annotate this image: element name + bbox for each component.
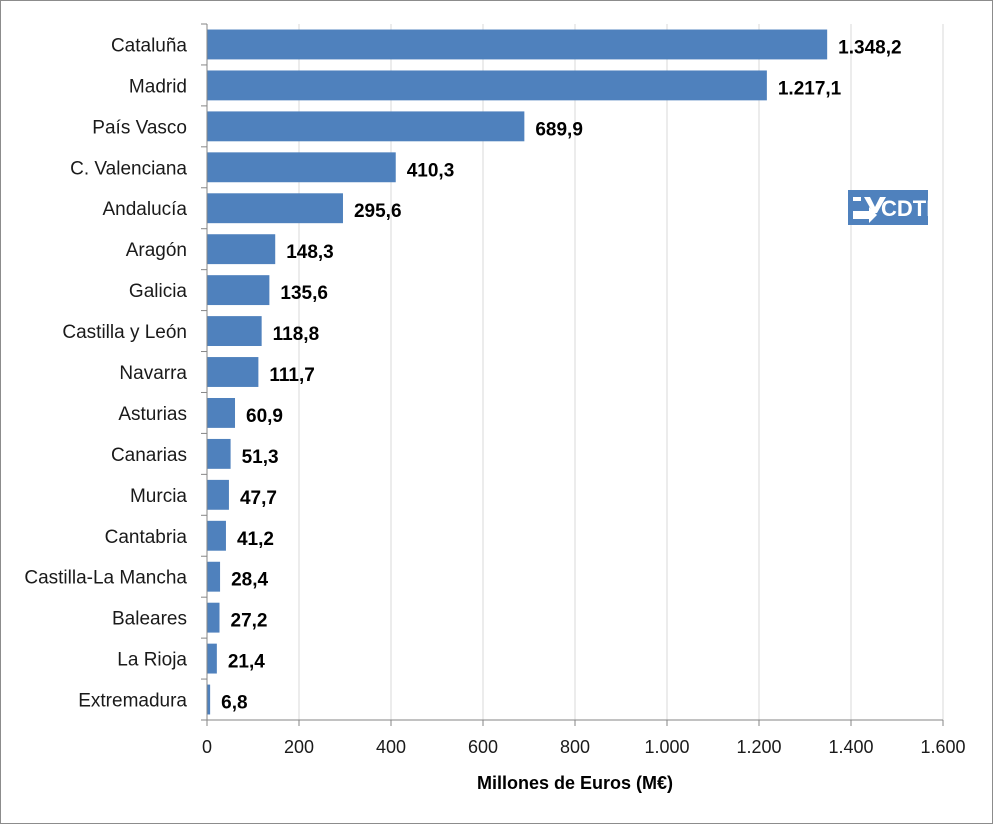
category-label: Navarra (119, 363, 187, 384)
x-tick-label: 0 (202, 737, 212, 757)
category-label: La Rioja (117, 650, 187, 671)
x-tick-label: 200 (284, 737, 314, 757)
data-label: 21,4 (228, 652, 265, 673)
bars (207, 29, 828, 715)
x-tick-label: 400 (376, 737, 406, 757)
cdti-logo: CDTI (848, 190, 932, 225)
category-label: Castilla y León (62, 322, 187, 343)
bar (207, 684, 211, 715)
category-label: Cataluña (111, 35, 187, 56)
bar (207, 438, 231, 469)
category-label: Andalucía (102, 199, 187, 220)
category-label: Madrid (129, 76, 187, 97)
data-label: 118,8 (273, 324, 320, 345)
category-label: País Vasco (92, 117, 187, 138)
bar (207, 275, 270, 306)
bar (207, 357, 259, 387)
category-label: Aragón (126, 240, 187, 261)
data-label: 60,9 (246, 406, 283, 427)
cdti-logo-background (848, 190, 928, 225)
cdti-arrow-logo-icon (853, 197, 886, 223)
data-label: 410,3 (407, 160, 455, 181)
data-label: 41,2 (237, 529, 274, 550)
data-label: 135,6 (280, 283, 328, 304)
category-label: Extremadura (78, 691, 187, 712)
axes (201, 23, 944, 726)
category-label: Canarias (111, 445, 187, 466)
x-tick-label: 1.400 (828, 737, 873, 757)
bar (207, 561, 221, 592)
bar (207, 234, 276, 265)
data-label: 1.217,1 (778, 78, 842, 99)
category-label: Asturias (118, 404, 187, 425)
category-label: Castilla-La Mancha (24, 568, 187, 589)
bar (207, 602, 220, 633)
cdti-logo-text: CDTI (881, 196, 932, 221)
bar (207, 193, 343, 224)
bar (207, 111, 525, 142)
category-label: C. Valenciana (70, 158, 187, 179)
data-label: 148,3 (286, 242, 334, 263)
x-tick-label: 1.000 (644, 737, 689, 757)
data-label: 689,9 (535, 119, 583, 140)
bar (207, 643, 217, 674)
data-label: 6,8 (221, 693, 247, 714)
data-label: 28,4 (231, 570, 268, 591)
data-label: 295,6 (354, 201, 402, 222)
bar (207, 29, 828, 60)
x-axis-title: Millones de Euros (M€) (477, 773, 673, 793)
data-label: 1.348,2 (838, 37, 901, 58)
bar (207, 479, 229, 510)
data-label: 27,2 (231, 611, 268, 632)
data-label: 47,7 (240, 488, 277, 509)
category-label: Baleares (112, 609, 187, 630)
category-label: Cantabria (105, 527, 188, 548)
x-tick-label: 600 (468, 737, 498, 757)
bar (207, 70, 767, 101)
x-tick-label: 800 (560, 737, 590, 757)
category-label: Murcia (130, 486, 187, 507)
category-label: Galicia (129, 281, 188, 302)
x-tick-label: 1.200 (736, 737, 781, 757)
labels: 0 200 400 600 800 1.000 1.200 1.400 1.600 Cataluñ… (24, 35, 965, 757)
bar (207, 397, 236, 428)
bar (207, 152, 396, 183)
data-label: 51,3 (242, 447, 279, 468)
bar (207, 520, 226, 551)
bar (207, 316, 262, 347)
x-tick-label: 1.600 (920, 737, 965, 757)
data-label: 111,7 (269, 365, 314, 386)
